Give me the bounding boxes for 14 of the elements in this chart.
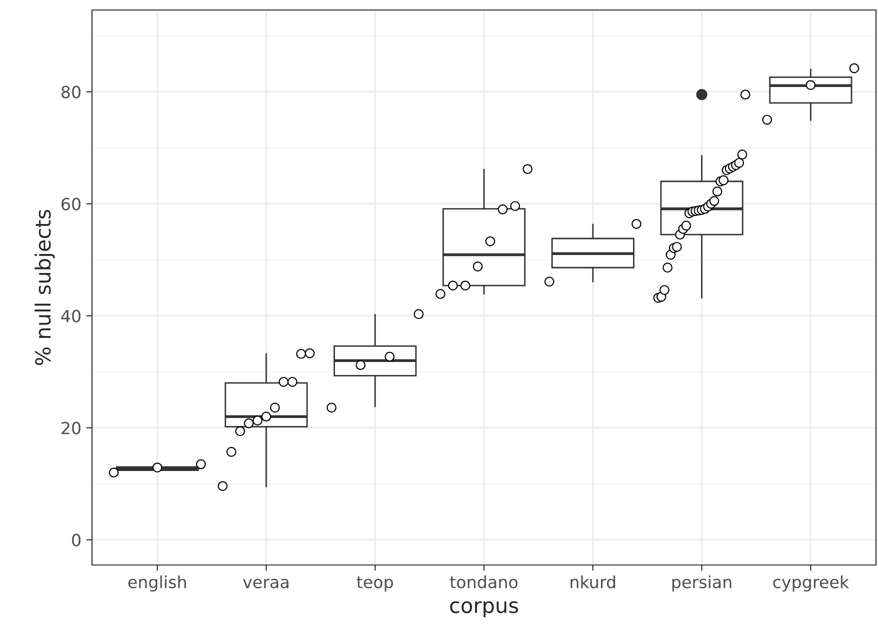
y-tick-label: 40 (61, 310, 80, 322)
y-tick-label: 60 (62, 198, 80, 210)
x-tick-label: veraa (243, 578, 288, 588)
x-tick-label: nkurd (570, 575, 616, 588)
x-tick-label: tondano (450, 575, 518, 588)
y-axis-title: % null subjects (34, 210, 55, 366)
x-tick-label: english (128, 575, 186, 592)
y-tick-label: 80 (62, 86, 80, 98)
x-tick-label: teop (356, 576, 393, 592)
y-tick-label: 0 (72, 534, 80, 546)
x-tick-label: cypgreek (773, 575, 850, 592)
y-tick-label: 20 (62, 422, 80, 434)
x-tick-label: persian (672, 575, 732, 592)
x-axis-title: corpus (450, 601, 518, 618)
